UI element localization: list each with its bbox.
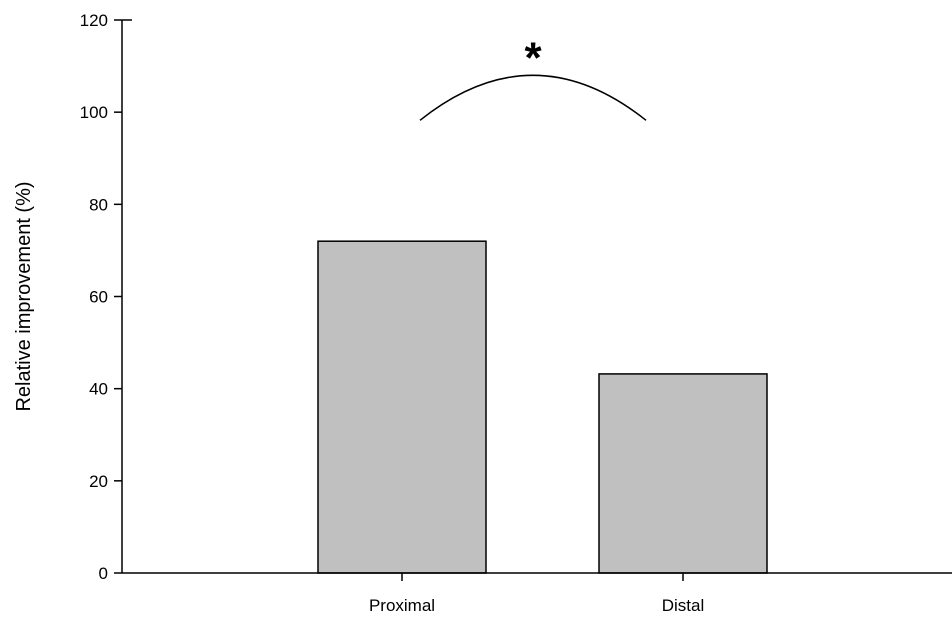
y-tick-label: 120 — [80, 11, 108, 30]
y-ticks-layer: 0 20 40 60 80 100 120 — [80, 11, 122, 583]
y-tick-label: 100 — [80, 103, 108, 122]
significance-arc — [419, 74, 647, 121]
y-tick-label: 0 — [99, 564, 108, 583]
x-tick-label-proximal: Proximal — [369, 596, 435, 615]
significance-asterisk: * — [524, 33, 542, 82]
axes-layer — [121, 19, 952, 574]
y-tick-label: 80 — [89, 195, 108, 214]
y-tick-label: 60 — [89, 288, 108, 307]
bar-proximal — [317, 240, 487, 574]
y-tick-label: 20 — [89, 472, 108, 491]
x-tick-label-distal: Distal — [662, 596, 705, 615]
y-axis-label: Relative improvement (%) — [13, 181, 35, 411]
x-ticks-layer: Proximal Distal — [369, 573, 704, 615]
bar-distal — [598, 373, 768, 574]
bars-layer — [317, 240, 768, 574]
y-tick-label: 40 — [89, 380, 108, 399]
annotation-layer: * — [419, 33, 647, 121]
